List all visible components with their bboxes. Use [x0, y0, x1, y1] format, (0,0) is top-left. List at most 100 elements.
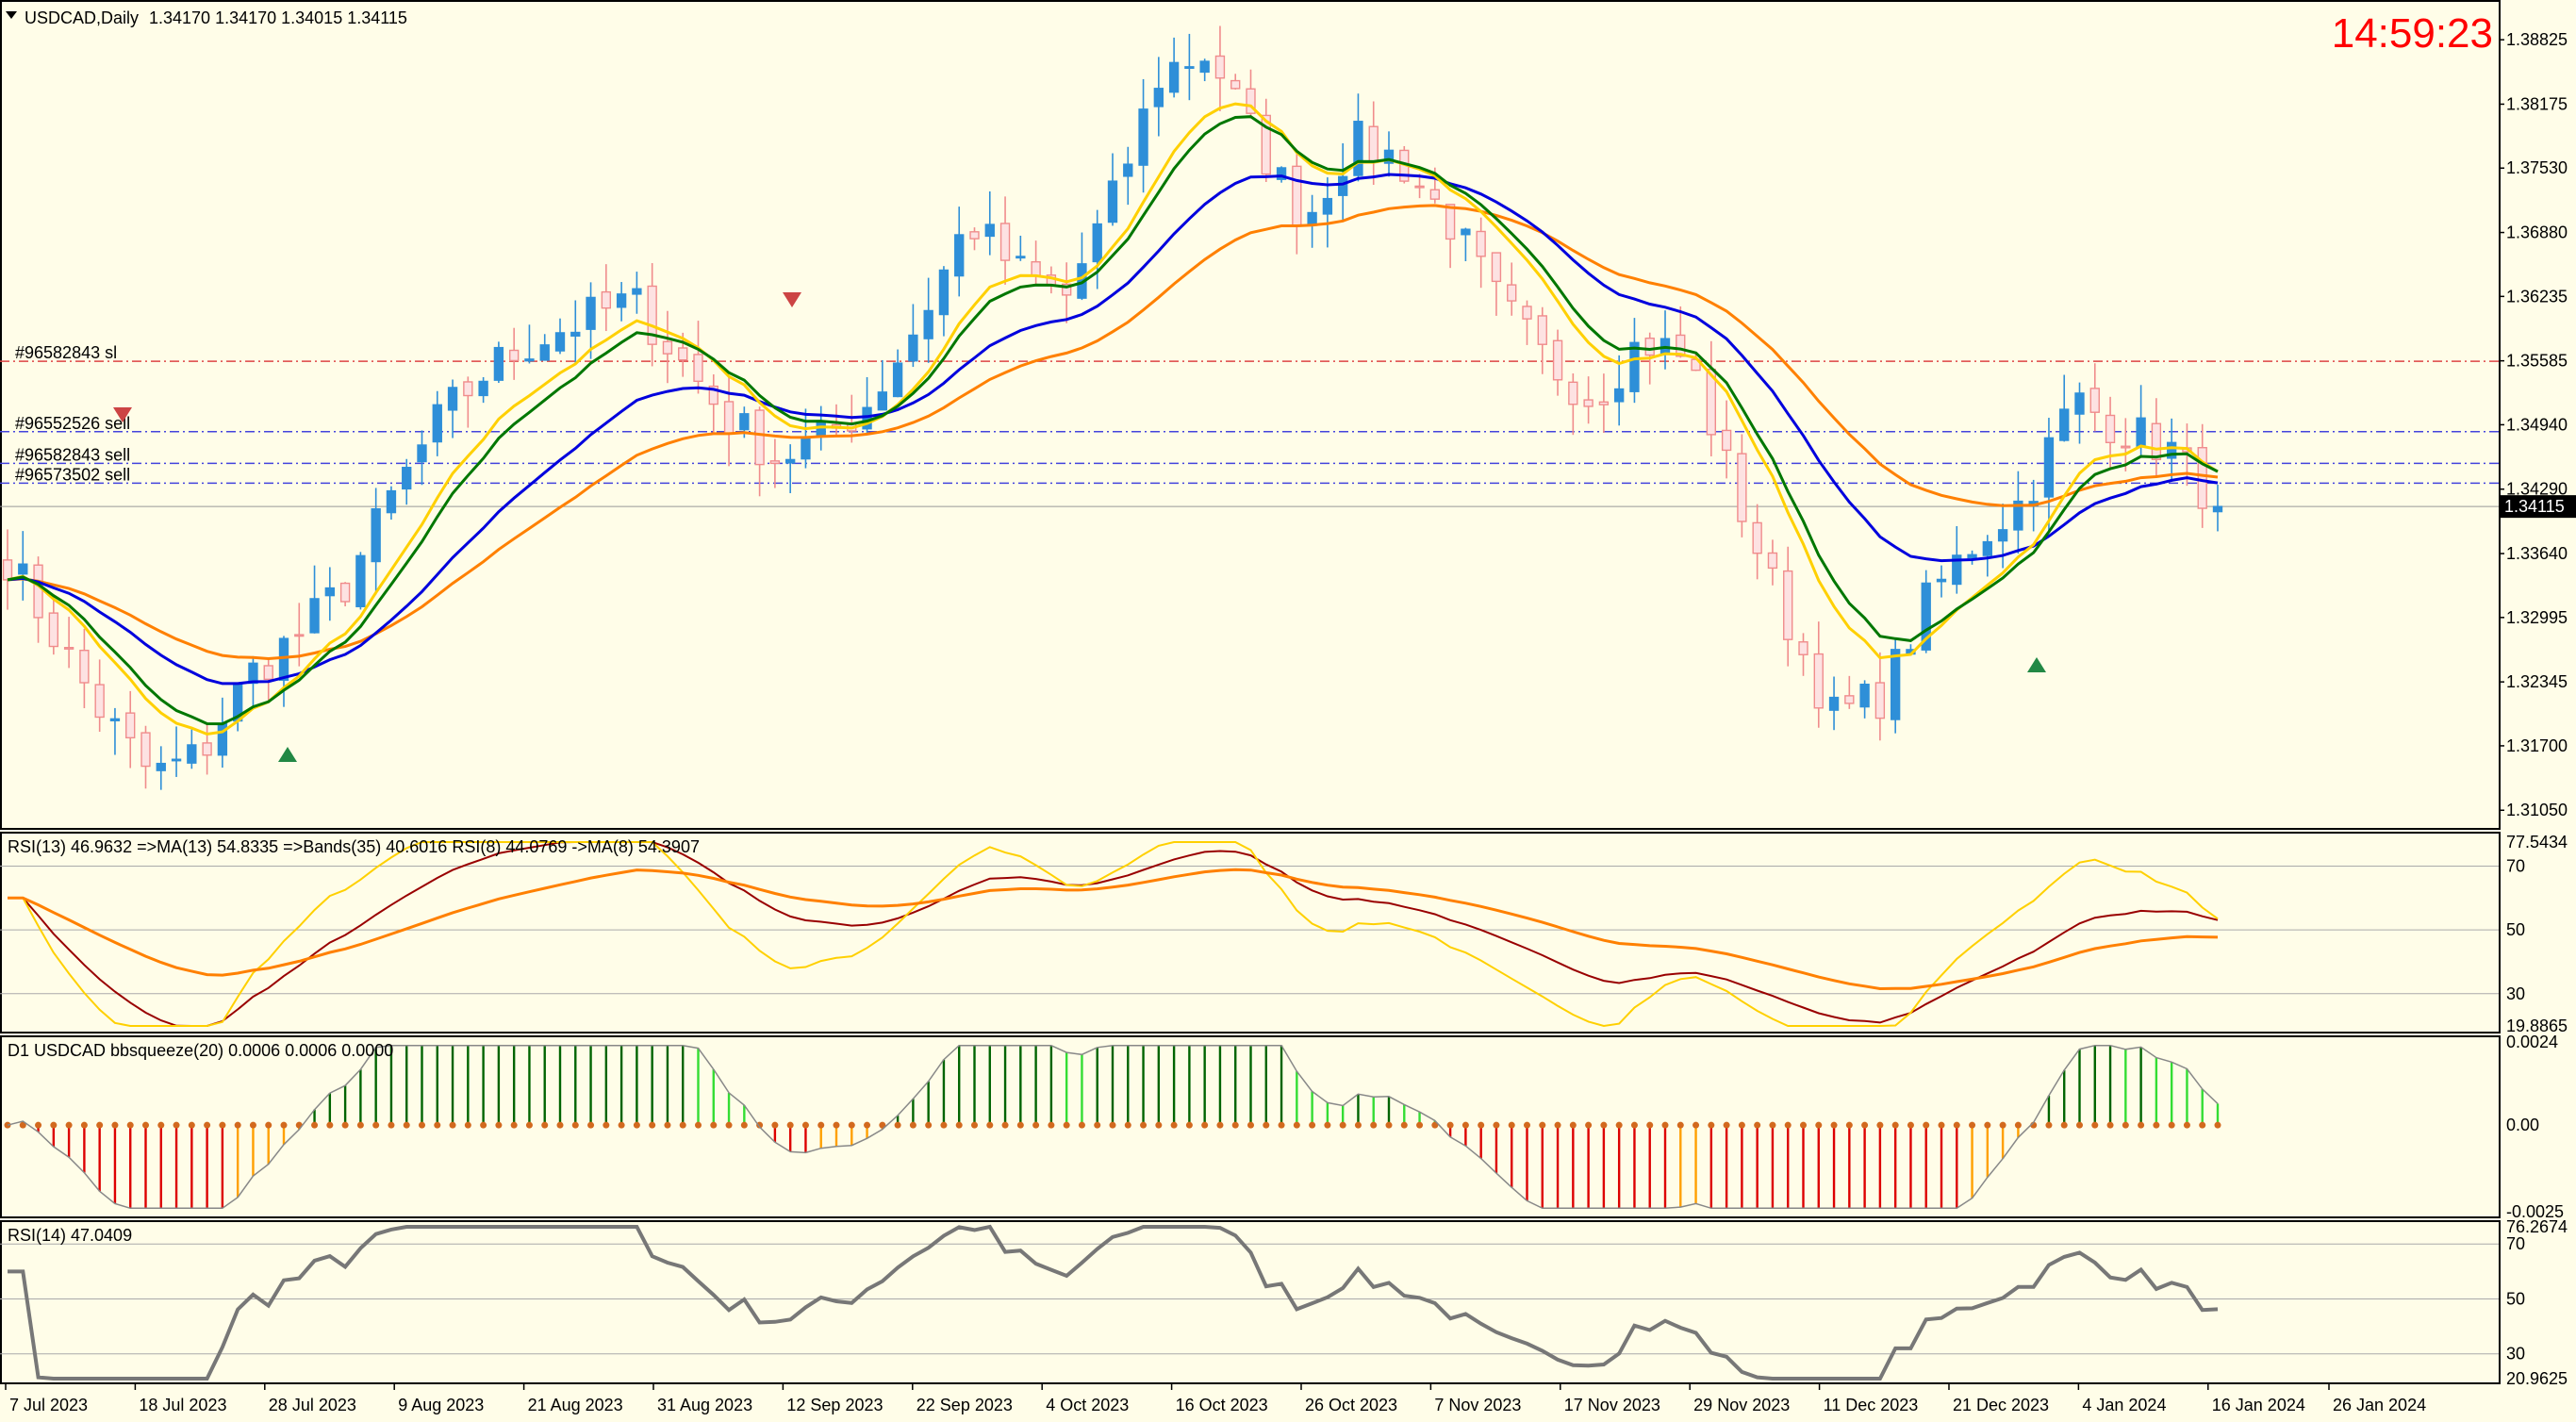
squeeze-dot [1554, 1121, 1561, 1129]
squeeze-dot [1876, 1121, 1884, 1129]
squeeze-dot [955, 1121, 963, 1129]
squeeze-dot [541, 1121, 549, 1129]
price-tick-label: 1.34290 [2506, 480, 2568, 499]
squeeze-dot [2014, 1121, 2022, 1129]
candle-body [1921, 582, 1931, 651]
candle-body [570, 331, 581, 337]
squeeze-dot [1830, 1121, 1838, 1129]
candle-body [1061, 283, 1072, 296]
candle-body [1016, 256, 1026, 259]
dropdown-triangle-icon[interactable] [6, 11, 17, 19]
squeeze-dot [909, 1121, 916, 1129]
candle-body [969, 231, 980, 240]
candle-body [938, 269, 949, 316]
squeeze-dot [157, 1121, 165, 1129]
candle-body [1537, 315, 1547, 345]
date-tick-label: 11 Dec 2023 [1824, 1396, 1919, 1414]
squeeze-dot [603, 1121, 610, 1129]
squeeze-dot [96, 1121, 104, 1129]
squeeze-dot [756, 1121, 764, 1129]
squeeze-dot [679, 1121, 686, 1129]
squeeze-dot [2045, 1121, 2053, 1129]
candle-body [1383, 149, 1395, 164]
squeeze-dot [2183, 1121, 2190, 1129]
squeeze-dot [1278, 1121, 1285, 1129]
order-label: #96582843 sl [15, 343, 117, 362]
squeeze-dot [894, 1121, 901, 1129]
candle-body [417, 444, 427, 463]
squeeze-dot [525, 1121, 533, 1129]
candle-body [801, 438, 811, 460]
candle-body [278, 637, 289, 681]
candle-body [1967, 554, 1977, 559]
candle-body [493, 346, 504, 381]
candle-body [723, 401, 735, 434]
candle-body [1767, 552, 1778, 570]
signal-arrow-icon [113, 407, 132, 422]
rsi-bands-indicator: 77.5434 70 50 30 19.8865 [0, 833, 2568, 1035]
candle-body [309, 598, 320, 634]
squeeze-dot [1615, 1121, 1623, 1129]
rsi-bands-pane [0, 832, 2501, 1033]
candle-body [463, 381, 473, 397]
squeeze-dot [1048, 1121, 1055, 1129]
squeeze-dot [1446, 1121, 1454, 1129]
ma-blue-line [7, 173, 2219, 686]
price-tick-label: 1.33640 [2506, 544, 2568, 563]
candle-body [693, 354, 703, 383]
candle-body [1798, 641, 1808, 655]
squeeze-dot [173, 1121, 180, 1129]
squeeze-dot [633, 1121, 640, 1129]
candle-body [1461, 228, 1471, 236]
signal-arrow-icon [783, 292, 801, 307]
squeeze-dot [2138, 1121, 2145, 1129]
order-label: #96552526 sell [15, 414, 130, 433]
candle-body [1583, 399, 1593, 407]
squeeze-dot [1569, 1121, 1577, 1129]
candle-body [954, 234, 965, 277]
squeeze-dot [1938, 1121, 1945, 1129]
candle-body [1752, 521, 1762, 554]
date-tick-label: 21 Dec 2023 [1953, 1396, 2049, 1414]
candle-body [355, 554, 366, 607]
squeeze-dot [1416, 1121, 1424, 1129]
price-tick-label: 1.36235 [2506, 287, 2568, 306]
squeeze-dot [649, 1121, 656, 1129]
squeeze-dot [464, 1121, 471, 1129]
candle-body [2074, 392, 2085, 415]
squeeze-dot [249, 1121, 256, 1129]
moving-averages [7, 102, 2219, 736]
indicator-axis-label: 20.9625 [2506, 1369, 2568, 1388]
squeeze-dot [1293, 1121, 1300, 1129]
squeeze-dot [1370, 1121, 1378, 1129]
indicator-axis-label: 30 [2506, 1345, 2525, 1364]
squeeze-dot [1630, 1121, 1638, 1129]
squeeze-dot [571, 1121, 579, 1129]
signal-arrows [113, 292, 2046, 762]
price-tick-label: 1.38825 [2506, 30, 2568, 49]
squeeze-dot [356, 1121, 364, 1129]
squeeze-dot [1201, 1121, 1209, 1129]
squeeze-dot [2153, 1121, 2160, 1129]
squeeze-dot [2106, 1121, 2114, 1129]
date-tick-label: 7 Jul 2023 [9, 1396, 88, 1414]
candle-body [632, 288, 642, 295]
squeeze-dot [1646, 1121, 1654, 1129]
squeeze-dot [2091, 1121, 2099, 1129]
candle-body [1107, 180, 1118, 223]
squeeze-dot [65, 1121, 73, 1129]
date-tick-label: 26 Jan 2024 [2333, 1396, 2426, 1414]
candle-body [769, 460, 781, 465]
candle-body [647, 285, 657, 345]
price-tick-label: 1.32345 [2506, 672, 2568, 691]
squeeze-dot [1907, 1121, 1914, 1129]
squeeze-dot [219, 1121, 226, 1129]
candle-body [447, 387, 458, 411]
candle-body [1644, 337, 1655, 356]
squeeze-dot [1493, 1121, 1500, 1129]
candle-body [586, 296, 596, 330]
candle-body [324, 587, 336, 597]
candle-body [1613, 388, 1625, 403]
